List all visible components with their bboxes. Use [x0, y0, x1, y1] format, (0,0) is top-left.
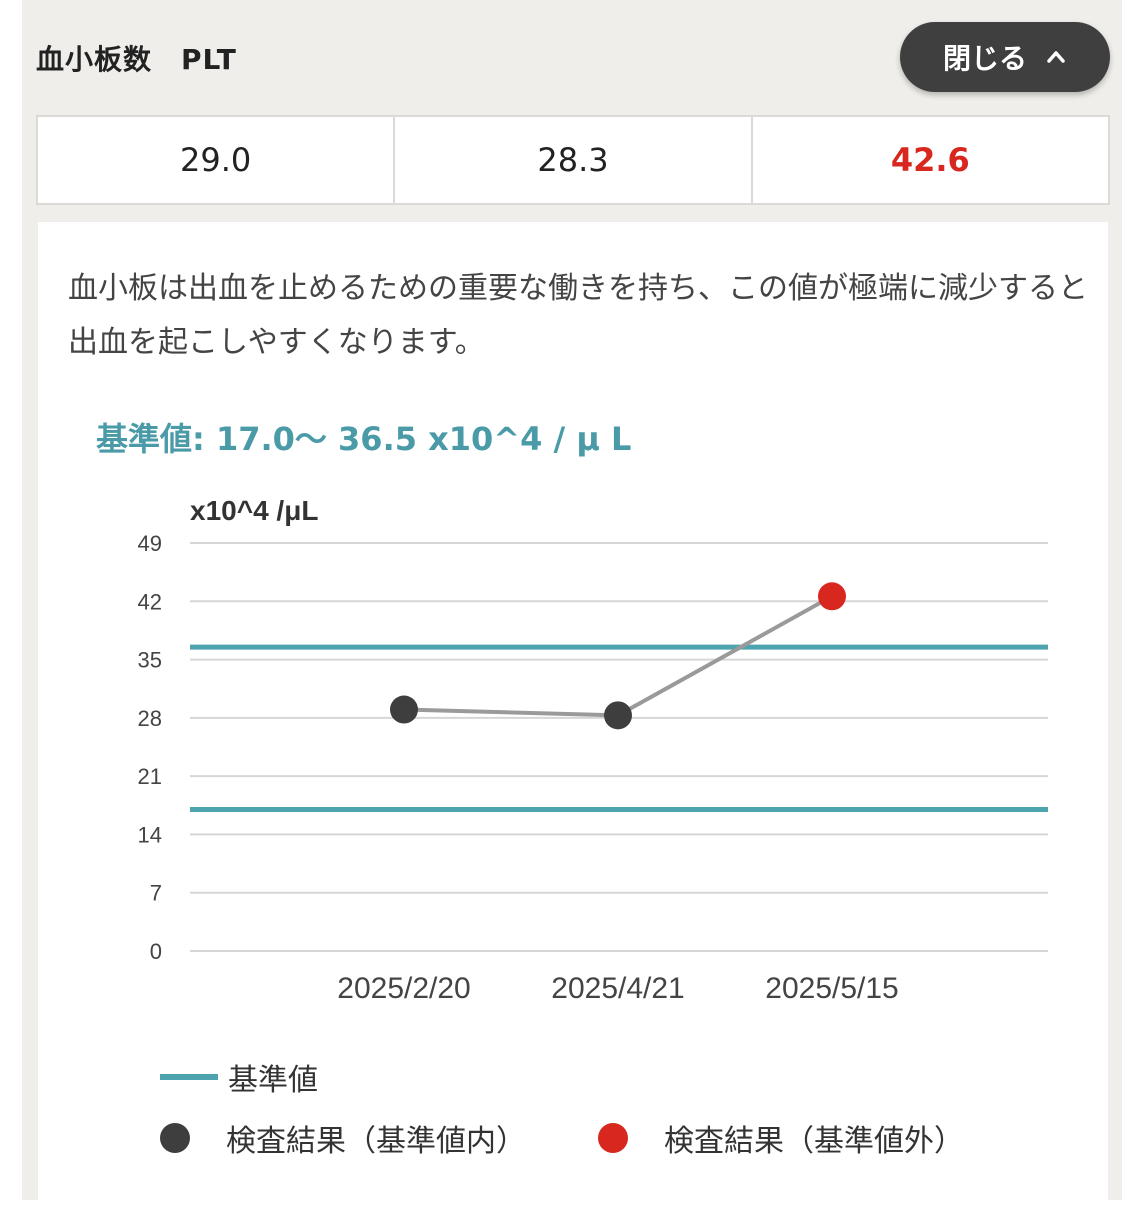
result-value-3: 42.6 — [890, 141, 970, 179]
y-tick-label-7: 7 — [150, 881, 162, 906]
series-segment-1 — [403, 707, 619, 718]
legend-reference-label: 基準値 — [228, 1063, 318, 1098]
page-title: 血小板数 PLT — [36, 43, 237, 76]
close-button[interactable]: 閉じる — [900, 22, 1110, 92]
y-tick-label-21: 21 — [138, 764, 162, 789]
chevron-up-icon — [1047, 51, 1065, 63]
y-tick-label-35: 35 — [138, 648, 162, 673]
results-table: 29.0 28.3 42.6 — [36, 115, 1110, 205]
y-tick-label-0: 0 — [150, 939, 162, 964]
y-axis-label: x10^4 /μL — [190, 495, 318, 526]
series-segment-2 — [617, 594, 833, 718]
y-tick-label-42: 42 — [138, 589, 162, 614]
x-tick-label-2: 2025/4/21 — [551, 972, 684, 1005]
y-tick-label-28: 28 — [138, 706, 162, 731]
data-point-3 — [818, 582, 846, 611]
result-value-2: 28.3 — [395, 117, 753, 203]
legend-item-in-range: 検査結果（基準値内） — [160, 1116, 526, 1160]
description-text: 血小板は出血を止めるための重要な働きを持ち、この値が極端に減少すると出血を起こし… — [68, 271, 1088, 360]
x-tick-label-1: 2025/2/20 — [337, 972, 470, 1005]
x-tick-label-3: 2025/5/15 — [765, 972, 898, 1005]
legend-item-reference: 基準値 — [160, 1055, 318, 1099]
reference-range-text: 基準値: 17.0〜 36.5 x10^4 / μ L — [96, 420, 632, 458]
data-point-1 — [390, 695, 418, 724]
legend-out-range-dot — [598, 1123, 628, 1153]
data-point-2 — [604, 701, 632, 730]
result-value-1: 29.0 — [38, 117, 396, 203]
legend-in-range-label: 検査結果（基準値内） — [226, 1124, 526, 1159]
close-button-label: 閉じる — [942, 42, 1027, 75]
legend-item-out-of-range: 検査結果（基準値外） — [598, 1116, 964, 1160]
legend-reference-swatch — [160, 1074, 218, 1080]
y-tick-label-14: 14 — [138, 822, 162, 847]
y-tick-label-49: 49 — [138, 531, 162, 556]
legend-out-range-label: 検査結果（基準値外） — [664, 1124, 964, 1159]
legend-in-range-dot — [160, 1123, 190, 1153]
